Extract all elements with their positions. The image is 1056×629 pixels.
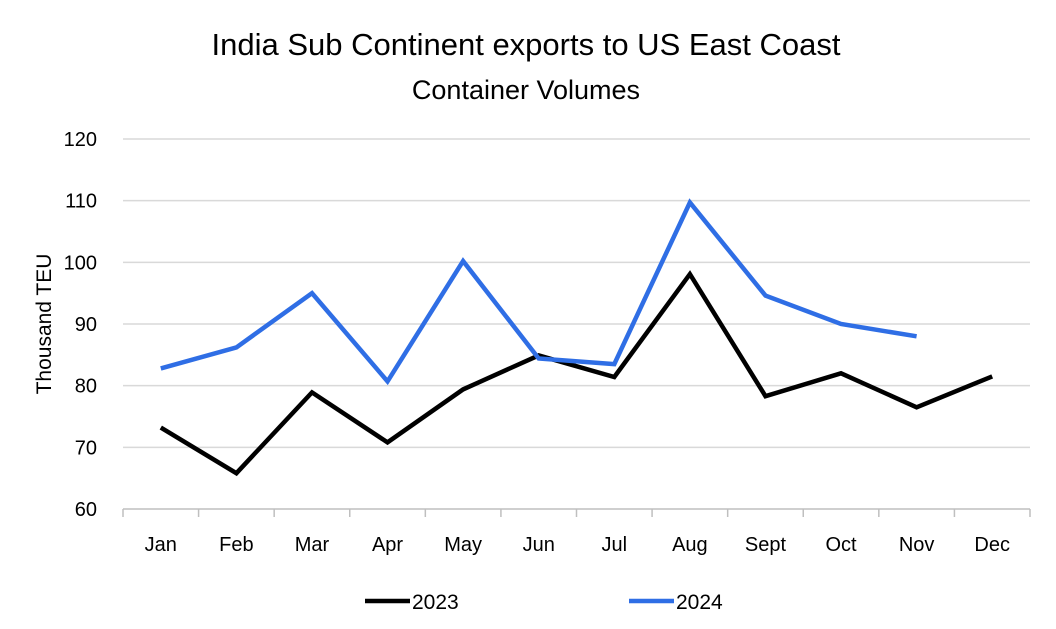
x-tick-label: Apr	[372, 534, 403, 556]
x-tick-label: Sept	[745, 534, 787, 556]
x-tick-label: Dec	[974, 534, 1010, 556]
chart-title: India Sub Continent exports to US East C…	[212, 27, 841, 62]
y-axis-title: Thousand TEU	[33, 254, 56, 395]
x-tick-label: Jun	[523, 534, 555, 556]
x-tick-label: Jul	[602, 534, 628, 556]
y-axis-ticks: 60 70 80 90 100 110 120	[64, 129, 97, 521]
y-tick-label: 80	[75, 376, 97, 398]
x-tick-label: May	[444, 534, 482, 556]
x-tick-label: Aug	[672, 534, 708, 556]
x-tick-label: Oct	[825, 534, 857, 556]
y-tick-label: 90	[75, 314, 97, 336]
legend-label-2024: 2024	[676, 591, 723, 614]
chart-subtitle: Container Volumes	[412, 75, 640, 105]
legend-label-2023: 2023	[412, 591, 459, 614]
x-axis: Jan Feb Mar Apr May Jun Jul Aug Sept Oct Nov Dec	[122, 508, 1031, 556]
y-tick-label: 120	[64, 129, 97, 151]
series-line-2024	[160, 198, 917, 386]
series-line-2023	[159, 270, 994, 477]
legend: 2023 2024	[365, 591, 723, 614]
series-lines	[159, 198, 994, 477]
y-tick-label: 70	[75, 437, 97, 459]
y-tick-label: 110	[65, 191, 97, 213]
gridlines	[123, 138, 1030, 449]
x-tick-label: Jan	[145, 534, 177, 556]
y-tick-label: 100	[64, 252, 97, 274]
x-tick-label: Mar	[295, 534, 330, 556]
y-tick-label: 60	[75, 499, 97, 521]
x-tick-label: Nov	[899, 534, 935, 556]
x-tick-label: Feb	[219, 534, 253, 556]
